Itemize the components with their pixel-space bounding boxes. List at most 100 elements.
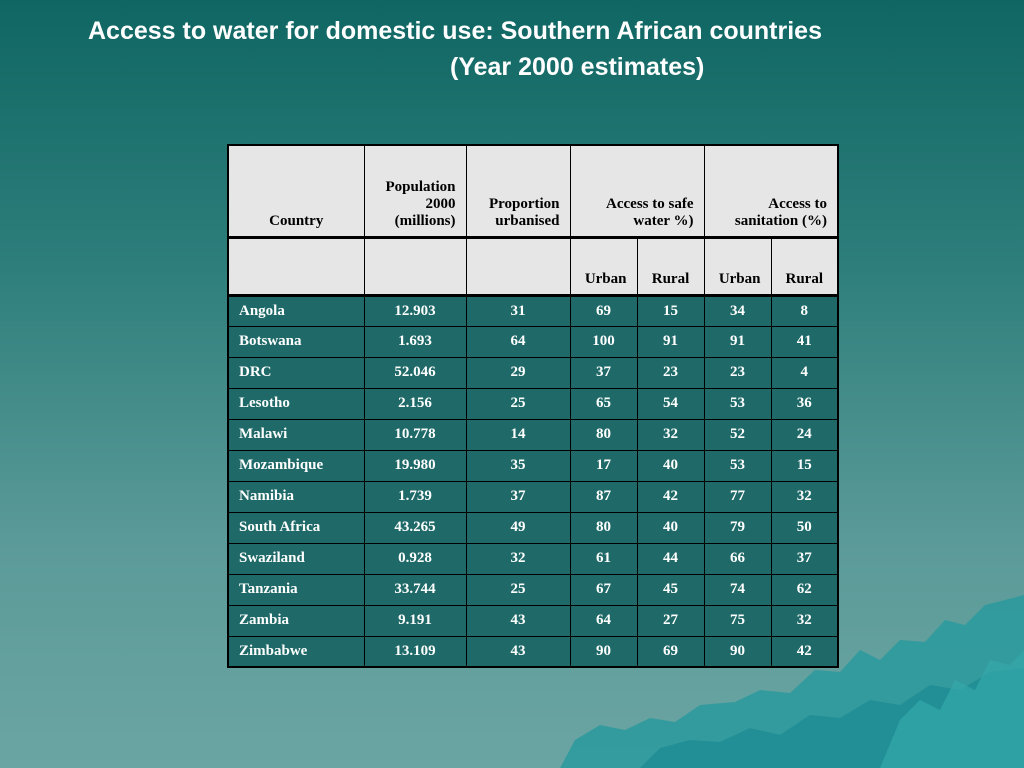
cell-proportion: 14 bbox=[465, 418, 571, 451]
cell-san-rural: 32 bbox=[770, 480, 839, 513]
cell-water-urban: 69 bbox=[569, 294, 638, 327]
cell-population: 1.739 bbox=[363, 480, 467, 513]
cell-proportion: 49 bbox=[465, 511, 571, 544]
cell-water-rural: 15 bbox=[636, 294, 705, 327]
cell-san-urban: 77 bbox=[703, 480, 772, 513]
subheader-row: Urban Rural Urban Rural bbox=[227, 236, 839, 297]
cell-water-urban: 80 bbox=[569, 418, 638, 451]
cell-water-urban: 65 bbox=[569, 387, 638, 420]
cell-san-urban: 91 bbox=[703, 325, 772, 358]
cell-san-rural: 50 bbox=[770, 511, 839, 544]
cell-water-urban: 64 bbox=[569, 604, 638, 637]
table-row: Tanzania 33.744 25 67 45 74 62 bbox=[227, 573, 839, 606]
cell-san-rural: 36 bbox=[770, 387, 839, 420]
cell-population: 1.693 bbox=[363, 325, 467, 358]
cell-proportion: 32 bbox=[465, 542, 571, 575]
cell-water-rural: 44 bbox=[636, 542, 705, 575]
cell-water-rural: 45 bbox=[636, 573, 705, 606]
header-safe-water: Access to safe water %) bbox=[569, 144, 705, 239]
cell-san-rural: 41 bbox=[770, 325, 839, 358]
table-row: South Africa 43.265 49 80 40 79 50 bbox=[227, 511, 839, 544]
cell-water-rural: 54 bbox=[636, 387, 705, 420]
cell-population: 43.265 bbox=[363, 511, 467, 544]
table-row: Lesotho 2.156 25 65 54 53 36 bbox=[227, 387, 839, 420]
header-sanitation: Access to sanitation (%) bbox=[703, 144, 839, 239]
cell-water-rural: 27 bbox=[636, 604, 705, 637]
cell-country: Swaziland bbox=[227, 542, 365, 575]
cell-san-urban: 52 bbox=[703, 418, 772, 451]
cell-population: 13.109 bbox=[363, 635, 467, 668]
table-row: Botswana 1.693 64 100 91 91 41 bbox=[227, 325, 839, 358]
cell-water-rural: 91 bbox=[636, 325, 705, 358]
cell-proportion: 35 bbox=[465, 449, 571, 482]
cell-country: Malawi bbox=[227, 418, 365, 451]
cell-water-rural: 23 bbox=[636, 356, 705, 389]
cell-san-urban: 66 bbox=[703, 542, 772, 575]
water-access-table: Country Population 2000 (millions) Propo… bbox=[227, 144, 839, 668]
cell-population: 2.156 bbox=[363, 387, 467, 420]
cell-country: Zimbabwe bbox=[227, 635, 365, 668]
cell-san-urban: 75 bbox=[703, 604, 772, 637]
cell-san-rural: 42 bbox=[770, 635, 839, 668]
subheader-water-urban: Urban bbox=[569, 236, 638, 297]
table-row: Zambia 9.191 43 64 27 75 32 bbox=[227, 604, 839, 637]
cell-san-rural: 24 bbox=[770, 418, 839, 451]
subheader-empty-2 bbox=[363, 236, 467, 297]
table-row: Namibia 1.739 37 87 42 77 32 bbox=[227, 480, 839, 513]
cell-san-urban: 79 bbox=[703, 511, 772, 544]
subheader-water-rural: Rural bbox=[636, 236, 705, 297]
cell-country: Botswana bbox=[227, 325, 365, 358]
cell-country: Zambia bbox=[227, 604, 365, 637]
table-row: Swaziland 0.928 32 61 44 66 37 bbox=[227, 542, 839, 575]
subheader-san-urban: Urban bbox=[703, 236, 772, 297]
cell-population: 0.928 bbox=[363, 542, 467, 575]
cell-proportion: 64 bbox=[465, 325, 571, 358]
cell-proportion: 43 bbox=[465, 635, 571, 668]
table-row: Zimbabwe 13.109 43 90 69 90 42 bbox=[227, 635, 839, 668]
table-row: Malawi 10.778 14 80 32 52 24 bbox=[227, 418, 839, 451]
cell-water-urban: 90 bbox=[569, 635, 638, 668]
cell-san-urban: 90 bbox=[703, 635, 772, 668]
cell-proportion: 25 bbox=[465, 387, 571, 420]
table-row: DRC 52.046 29 37 23 23 4 bbox=[227, 356, 839, 389]
cell-population: 19.980 bbox=[363, 449, 467, 482]
cell-country: Angola bbox=[227, 294, 365, 327]
cell-san-rural: 32 bbox=[770, 604, 839, 637]
cell-proportion: 25 bbox=[465, 573, 571, 606]
cell-san-urban: 34 bbox=[703, 294, 772, 327]
subheader-empty-1 bbox=[227, 236, 365, 297]
cell-water-rural: 40 bbox=[636, 449, 705, 482]
cell-water-rural: 32 bbox=[636, 418, 705, 451]
cell-country: Lesotho bbox=[227, 387, 365, 420]
cell-proportion: 29 bbox=[465, 356, 571, 389]
cell-proportion: 37 bbox=[465, 480, 571, 513]
cell-san-urban: 53 bbox=[703, 387, 772, 420]
header-proportion: Proportion urbanised bbox=[465, 144, 571, 239]
title-line-1: Access to water for domestic use: Southe… bbox=[88, 17, 822, 45]
cell-population: 33.744 bbox=[363, 573, 467, 606]
cell-proportion: 31 bbox=[465, 294, 571, 327]
cell-san-rural: 15 bbox=[770, 449, 839, 482]
cell-country: Tanzania bbox=[227, 573, 365, 606]
cell-san-rural: 8 bbox=[770, 294, 839, 327]
cell-san-urban: 74 bbox=[703, 573, 772, 606]
cell-san-rural: 4 bbox=[770, 356, 839, 389]
cell-water-urban: 17 bbox=[569, 449, 638, 482]
cell-water-urban: 61 bbox=[569, 542, 638, 575]
table-row: Mozambique 19.980 35 17 40 53 15 bbox=[227, 449, 839, 482]
cell-population: 9.191 bbox=[363, 604, 467, 637]
cell-san-urban: 23 bbox=[703, 356, 772, 389]
cell-san-rural: 37 bbox=[770, 542, 839, 575]
cell-water-urban: 80 bbox=[569, 511, 638, 544]
cell-proportion: 43 bbox=[465, 604, 571, 637]
cell-country: South Africa bbox=[227, 511, 365, 544]
header-row: Country Population 2000 (millions) Propo… bbox=[227, 144, 839, 239]
subheader-empty-3 bbox=[465, 236, 571, 297]
cell-country: Mozambique bbox=[227, 449, 365, 482]
subheader-san-rural: Rural bbox=[770, 236, 839, 297]
cell-country: DRC bbox=[227, 356, 365, 389]
cell-water-rural: 42 bbox=[636, 480, 705, 513]
title-line-2: (Year 2000 estimates) bbox=[450, 53, 705, 81]
cell-san-rural: 62 bbox=[770, 573, 839, 606]
